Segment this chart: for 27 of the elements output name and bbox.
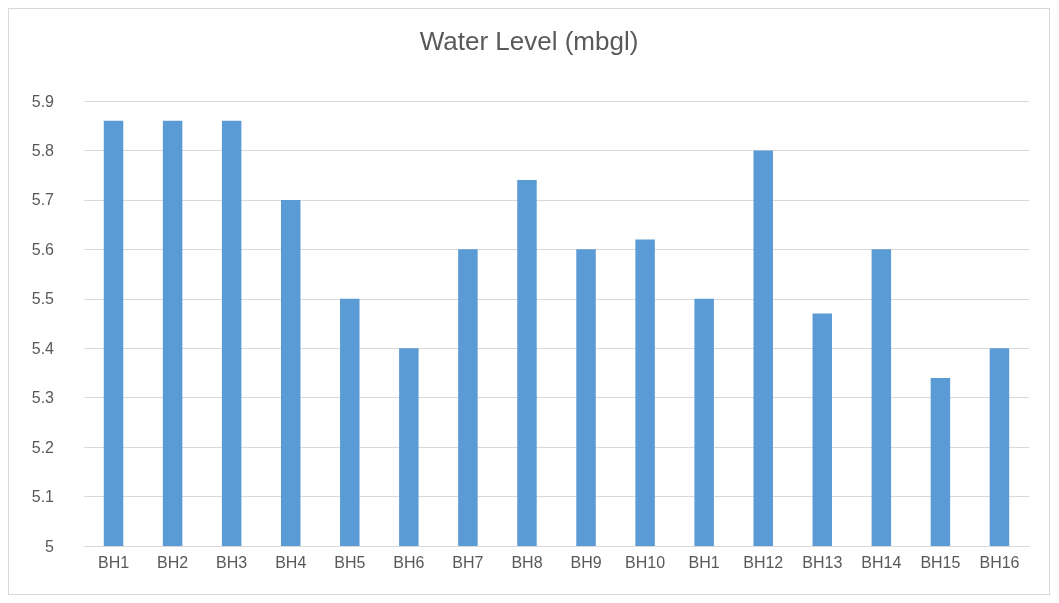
y-tick-label: 5.4 [31,339,55,357]
x-tick-label: BH3 [216,553,248,571]
x-tick-label: BH13 [802,553,843,571]
x-tick-label: BH8 [511,553,543,571]
x-tick-label: BH2 [157,553,189,571]
x-tick-label: BH14 [861,553,902,571]
x-tick-label: BH7 [452,553,484,571]
y-tick-label: 5.7 [31,191,55,209]
x-tick-label: BH10 [625,553,666,571]
y-tick-label: 5 [45,537,55,555]
chart-title: Water Level (mbgl) [419,26,639,56]
y-tick-label: 5.6 [31,240,55,258]
y-tick-label: 5.5 [31,290,55,308]
x-tick-label: BH15 [920,553,961,571]
x-tick-label: BH4 [275,553,307,571]
x-tick-label: BH9 [570,553,602,571]
x-tick-label: BH12 [743,553,784,571]
x-tick-label: BH6 [393,553,425,571]
y-tick-label: 5.1 [31,488,55,506]
x-tick-label: BH1 [688,553,720,571]
x-tick-label: BH5 [334,553,366,571]
y-tick-label: 5.2 [31,438,55,456]
x-tick-label: BH16 [979,553,1020,571]
y-tick-label: 5.3 [31,389,55,407]
y-tick-label: 5.9 [31,92,55,110]
y-tick-label: 5.8 [31,141,55,159]
x-tick-label: BH1 [97,553,130,571]
